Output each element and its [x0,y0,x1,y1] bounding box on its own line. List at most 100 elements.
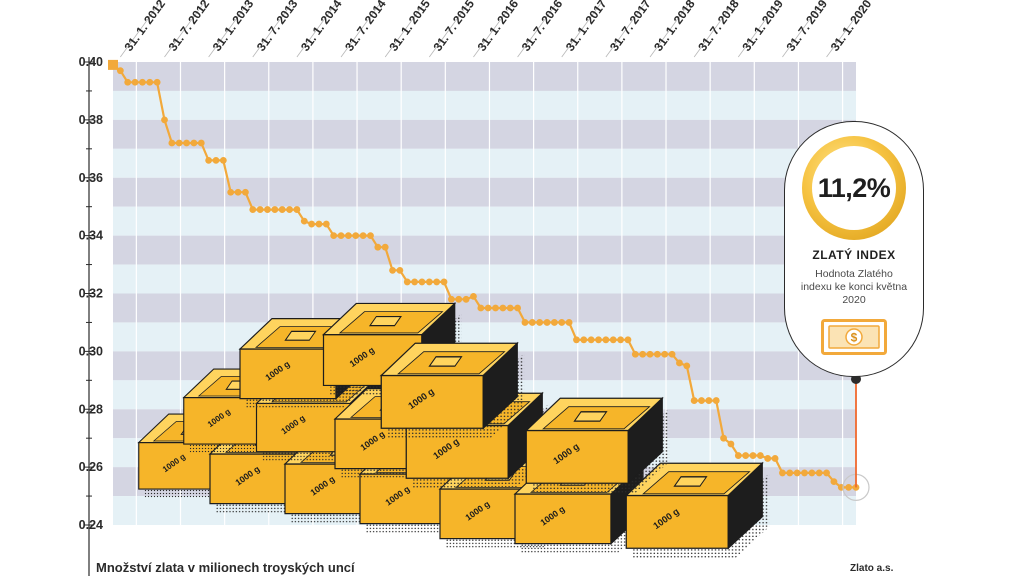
data-point [492,304,499,312]
data-point [425,278,433,286]
data-point [315,220,323,228]
zlaty-index-callout: 11,2% ZLATÝ INDEX Hodnota Zlatého indexu… [784,121,924,377]
x-label-slash [164,1,205,58]
grid-band [113,264,856,294]
data-point [734,452,742,459]
data-point [543,319,551,326]
data-point [558,319,566,326]
data-point [484,304,492,312]
data-point [242,188,249,196]
data-point [308,220,316,228]
data-point [219,156,227,164]
data-point [411,278,419,286]
data-point [646,350,654,358]
x-tick-label: 31. 7. 2014 [342,0,389,54]
data-point [300,217,308,225]
data-point [345,232,352,240]
x-label-slash [737,1,779,58]
x-label-slash [561,1,603,58]
y-tick-label: 0.34 [79,229,103,243]
data-point [756,452,764,459]
data-point [249,206,257,213]
grid-band [113,235,856,265]
x-label-slash [826,1,867,58]
x-tick-label: 31. 7. 2015 [430,0,477,54]
data-point [367,232,374,240]
y-tick-label: 0.24 [79,518,103,532]
x-label-slash [473,1,514,58]
gold-bar: 1000 g [524,396,670,494]
data-point [823,469,830,477]
y-tick-label: 0.38 [79,113,103,127]
data-point [639,350,647,358]
y-tick-label: 0.32 [79,287,103,301]
x-label-slash [649,1,691,58]
bar-front [525,429,629,484]
data-point [514,304,522,312]
data-point [470,292,477,300]
data-point [359,232,367,240]
x-tick-label: 31. 7. 2013 [254,0,301,54]
data-point [264,206,271,213]
x-label-slash [517,1,558,58]
callout-title: ZLATÝ INDEX [812,248,896,262]
grid-band [113,90,856,120]
data-point [256,206,264,213]
bar-stamp [673,476,708,487]
data-point [418,278,426,286]
data-point [146,78,154,86]
data-point [698,397,705,404]
data-point [293,206,301,213]
data-point [617,336,624,344]
gold-coin-icon: 11,2% [802,136,906,240]
data-point [227,188,235,196]
data-point [278,206,286,213]
series-line [108,59,870,501]
x-label-slash [340,1,382,58]
data-point [139,78,146,86]
x-label-slash [296,1,338,58]
data-point [801,469,808,477]
bar-front [625,494,729,549]
data-point [506,304,514,312]
x-tick-label: 31. 1. 2020 [828,0,875,54]
data-point [683,362,691,370]
x-label-slash [605,1,647,58]
data-point [455,295,463,303]
grid-band [113,148,856,178]
data-point [175,139,183,147]
y-tick-label: 0.28 [79,402,103,416]
data-point [749,452,757,459]
data-point [330,232,338,240]
data-point [190,139,198,147]
x-tick-label: 31. 7. 2016 [519,0,566,54]
data-point [462,295,470,303]
data-point [124,78,132,86]
data-point [764,455,772,462]
vertical-gridlines [120,1,867,525]
data-point [322,220,330,228]
x-tick-label: 31. 7. 2018 [695,0,742,54]
x-label-slash [208,1,249,58]
data-point [403,278,411,286]
data-point [742,452,750,459]
y-tick-label: 0.40 [79,55,103,69]
x-tick-label: 31. 7. 2012 [166,0,213,54]
data-point [197,139,205,147]
data-point [161,116,168,124]
data-point [676,359,683,367]
series-start-marker [108,59,118,70]
data-point [573,336,580,344]
data-point [624,336,632,344]
data-point [433,278,441,286]
data-point [690,397,698,404]
x-tick-label: 31. 1. 2015 [386,0,433,54]
data-point [374,243,382,251]
data-point [116,67,124,75]
gold-bar: 1000 g [624,461,770,559]
bar-front [514,493,612,545]
grid-band [113,119,856,149]
data-point [668,350,676,358]
grid-band [113,62,856,91]
